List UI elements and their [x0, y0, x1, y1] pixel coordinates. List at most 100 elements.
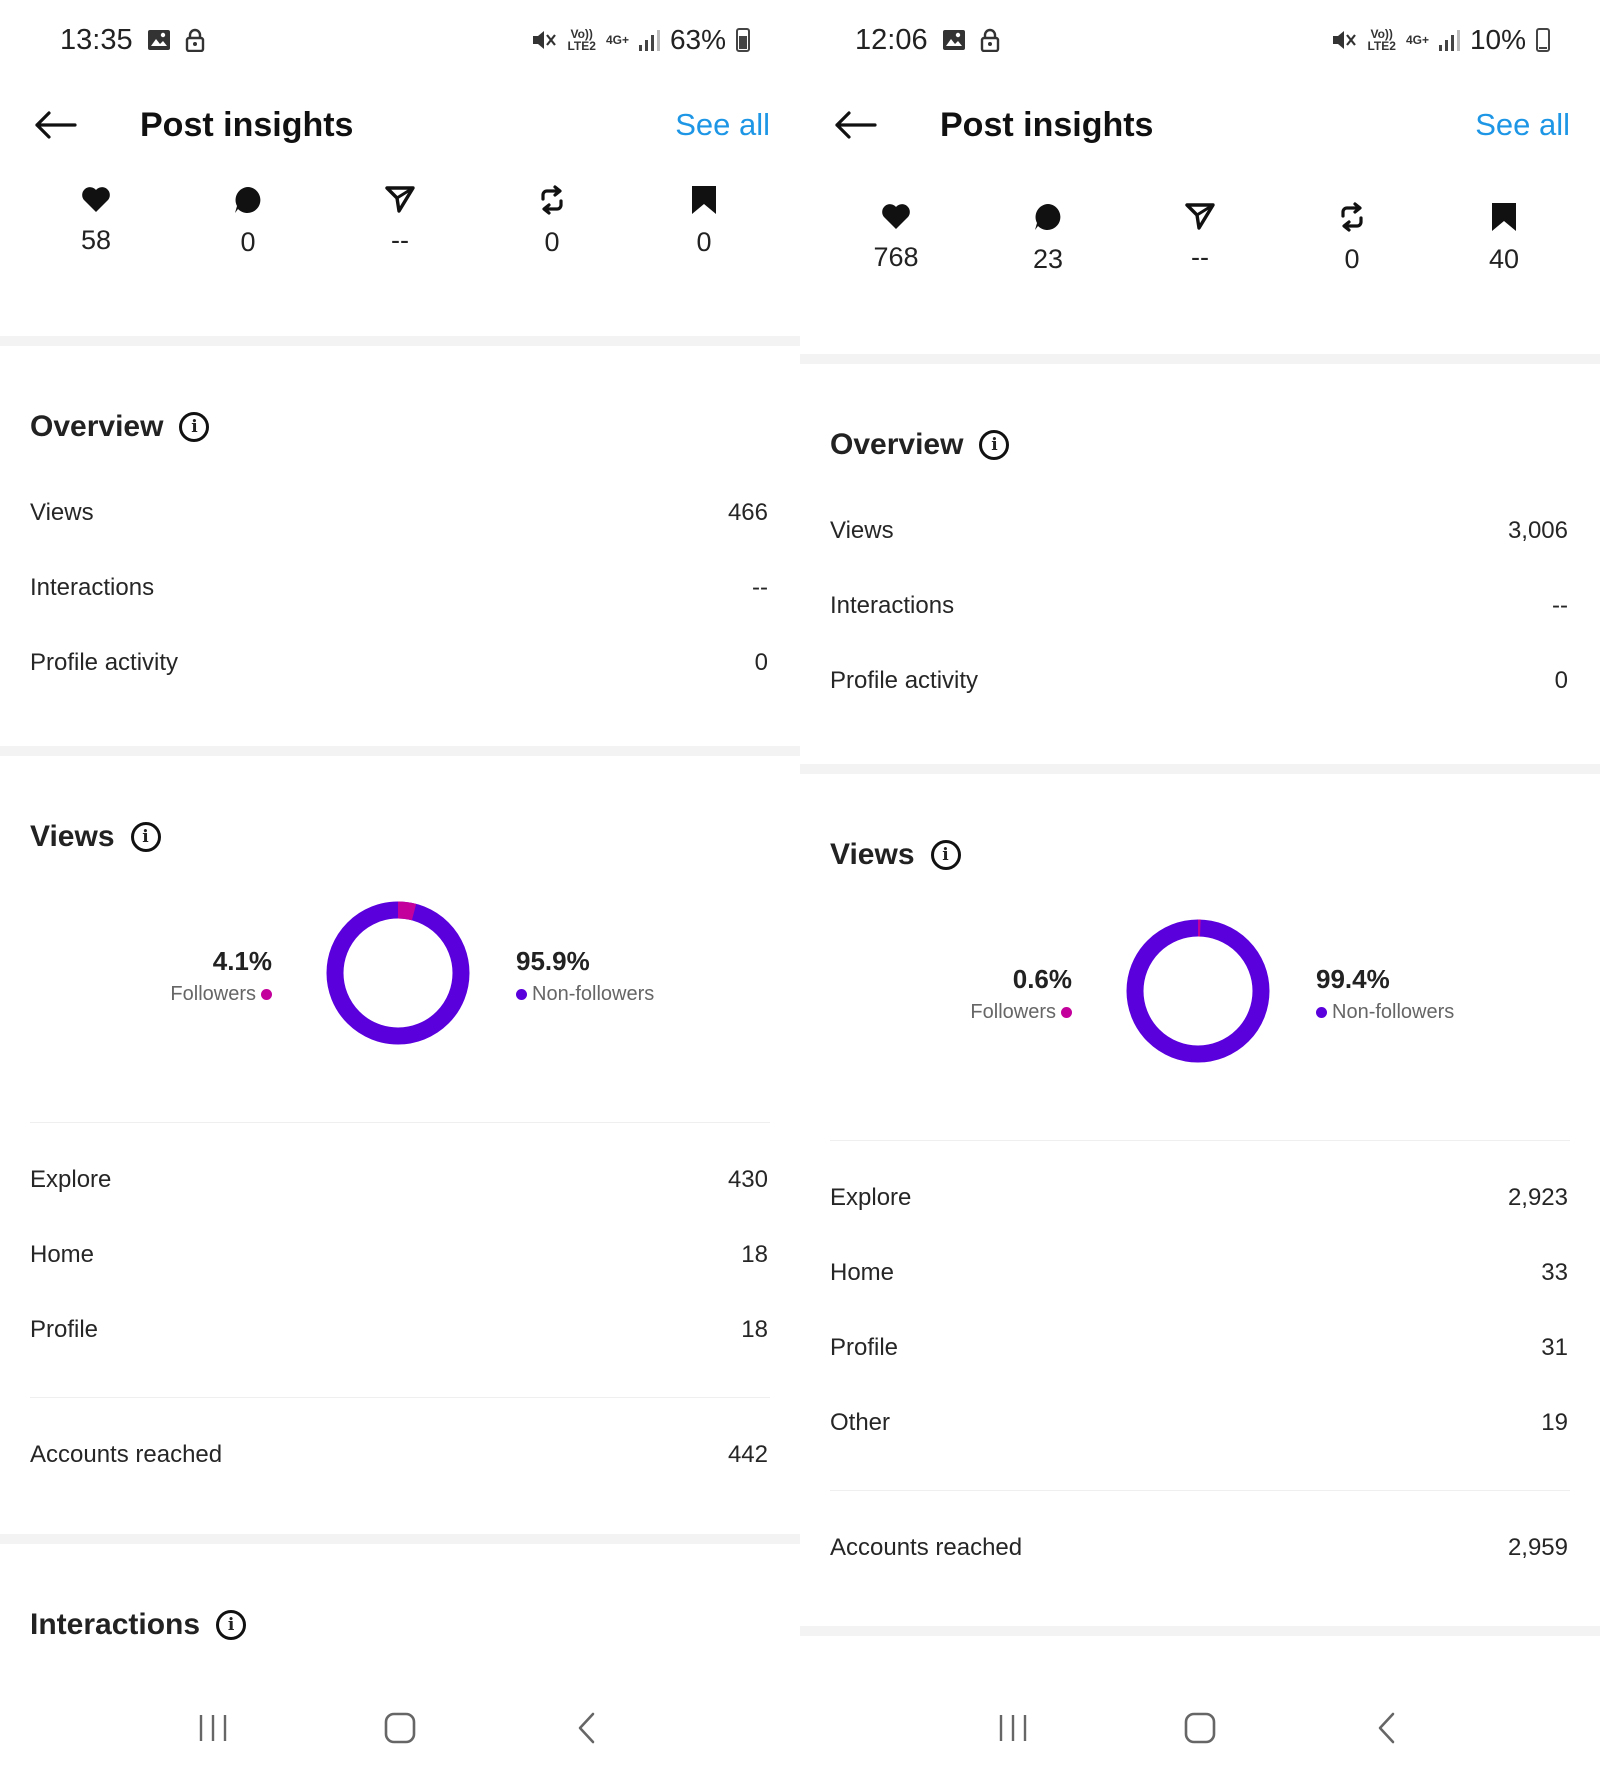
- section-separator: [0, 746, 800, 756]
- row-label: Explore: [830, 1184, 912, 1211]
- status-time: 13:35: [60, 23, 133, 56]
- info-icon[interactable]: i: [216, 1610, 247, 1640]
- recents-button[interactable]: [983, 1698, 1043, 1758]
- section-separator: [0, 336, 800, 346]
- row-value: --: [752, 574, 768, 601]
- mute-icon: [1333, 31, 1357, 49]
- metric-comments[interactable]: 23: [988, 202, 1108, 275]
- section-separator: [800, 764, 1600, 774]
- followers-legend: 0.6% Followers: [970, 964, 1072, 1024]
- donut: [1126, 919, 1270, 1063]
- info-icon[interactable]: i: [979, 430, 1010, 460]
- followers-percent: 4.1%: [212, 946, 272, 976]
- metric-likes[interactable]: 58: [36, 185, 156, 258]
- comment-icon: [235, 187, 261, 213]
- metric-likes[interactable]: 768: [836, 202, 956, 275]
- section-separator: [800, 1626, 1600, 1636]
- accounts-reached-label: Accounts reached: [830, 1534, 1023, 1561]
- followers-dot: [261, 989, 272, 1000]
- screen-left: 13:35 Vo)) LTE2 4G+ 63% Post insights Se…: [0, 23, 800, 1758]
- overview-row-views: Views 466: [30, 495, 768, 531]
- row-value: 2,923: [1507, 1184, 1568, 1211]
- views-source-row: Explore 2,923: [830, 1180, 1568, 1216]
- divider: [30, 1122, 770, 1123]
- row-value: 33: [1541, 1259, 1568, 1286]
- donut-nonfollowers-arc: [1126, 919, 1270, 1063]
- row-value: 18: [741, 1241, 768, 1268]
- bookmark-icon: [692, 186, 716, 214]
- battery-percent: 63%: [669, 24, 726, 55]
- row-label: Interactions: [30, 574, 155, 601]
- metric-saves[interactable]: 0: [644, 185, 764, 258]
- followers-dot: [1061, 1007, 1072, 1018]
- row-label: Interactions: [830, 592, 955, 619]
- row-value: 466: [727, 499, 768, 526]
- section-separator: [0, 1534, 800, 1544]
- views-source-row: Profile 18: [30, 1312, 768, 1348]
- network-volte: Vo)) LTE2: [567, 27, 596, 53]
- views-source-row: Explore 430: [30, 1162, 768, 1198]
- row-label: Profile: [830, 1334, 899, 1361]
- accounts-reached-row: Accounts reached 442: [30, 1437, 768, 1473]
- overview-heading: Overview i: [30, 410, 210, 444]
- views-title: Views: [30, 820, 115, 853]
- battery-fill: [739, 36, 747, 49]
- network-volte: Vo)) LTE2: [1367, 27, 1396, 53]
- info-icon[interactable]: i: [130, 822, 161, 852]
- nav-back-button[interactable]: [557, 1698, 617, 1758]
- repost-icon: [541, 185, 563, 215]
- screen-right: 12:06 Vo)) LTE2 4G+ 10% Post insights Se…: [800, 0, 1600, 1778]
- bookmark-icon: [1492, 203, 1516, 231]
- metric-saves[interactable]: 40: [1444, 202, 1564, 275]
- nav-back-button[interactable]: [1357, 1698, 1417, 1758]
- metric-comments[interactable]: 0: [188, 185, 308, 258]
- home-button[interactable]: [1170, 1698, 1230, 1758]
- repost-icon: [1341, 202, 1363, 232]
- page-title: Post insights: [140, 105, 354, 144]
- metric-reposts[interactable]: 0: [492, 185, 612, 258]
- recents-icon: [1000, 1715, 1027, 1741]
- metric-shares[interactable]: --: [1140, 202, 1260, 275]
- metrics-row: 58 0 -- 0 0: [0, 185, 800, 258]
- row-value: --: [1552, 592, 1568, 619]
- section-separator: [800, 354, 1600, 364]
- likes-count: 768: [873, 242, 919, 272]
- metric-reposts[interactable]: 0: [1292, 202, 1412, 275]
- divider: [30, 1397, 770, 1398]
- nonfollowers-percent: 95.9%: [516, 946, 590, 976]
- recents-button[interactable]: [183, 1698, 243, 1758]
- views-source-row: Profile 31: [830, 1330, 1568, 1366]
- row-label: Other: [830, 1409, 891, 1436]
- accounts-reached-value: 2,959: [1507, 1534, 1568, 1561]
- metric-shares[interactable]: --: [340, 185, 460, 258]
- followers-legend: 4.1% Followers: [170, 946, 272, 1006]
- info-icon[interactable]: i: [930, 840, 961, 870]
- saves-count: 0: [696, 227, 712, 257]
- nav-back-icon: [578, 1712, 594, 1744]
- system-nav-bar: [800, 1698, 1600, 1758]
- info-icon[interactable]: i: [179, 412, 210, 442]
- mute-icon: [533, 31, 557, 49]
- gallery-icon: [942, 30, 965, 50]
- battery-percent: 10%: [1469, 24, 1526, 55]
- nonfollowers-label: Non-followers: [1332, 1001, 1455, 1023]
- heart-icon: [882, 204, 910, 229]
- signal-icon: [1438, 29, 1460, 51]
- network-4g: 4G+: [605, 33, 629, 47]
- donut-followers-arc: [1126, 919, 1270, 1063]
- comment-icon: [1035, 204, 1061, 230]
- row-label: Explore: [30, 1166, 112, 1193]
- back-button[interactable]: [30, 100, 80, 150]
- header: Post insights See all: [830, 90, 1570, 160]
- accounts-reached-row: Accounts reached 2,959: [830, 1530, 1568, 1566]
- divider: [830, 1140, 1570, 1141]
- see-all-link[interactable]: See all: [1475, 107, 1570, 142]
- home-icon: [1184, 1712, 1216, 1744]
- reposts-count: 0: [544, 227, 560, 257]
- battery-icon: [1536, 28, 1550, 52]
- see-all-link[interactable]: See all: [675, 107, 770, 142]
- interactions-title: Interactions: [30, 1608, 201, 1641]
- back-button[interactable]: [830, 100, 880, 150]
- home-button[interactable]: [370, 1698, 430, 1758]
- overview-row-interactions: Interactions --: [30, 570, 768, 606]
